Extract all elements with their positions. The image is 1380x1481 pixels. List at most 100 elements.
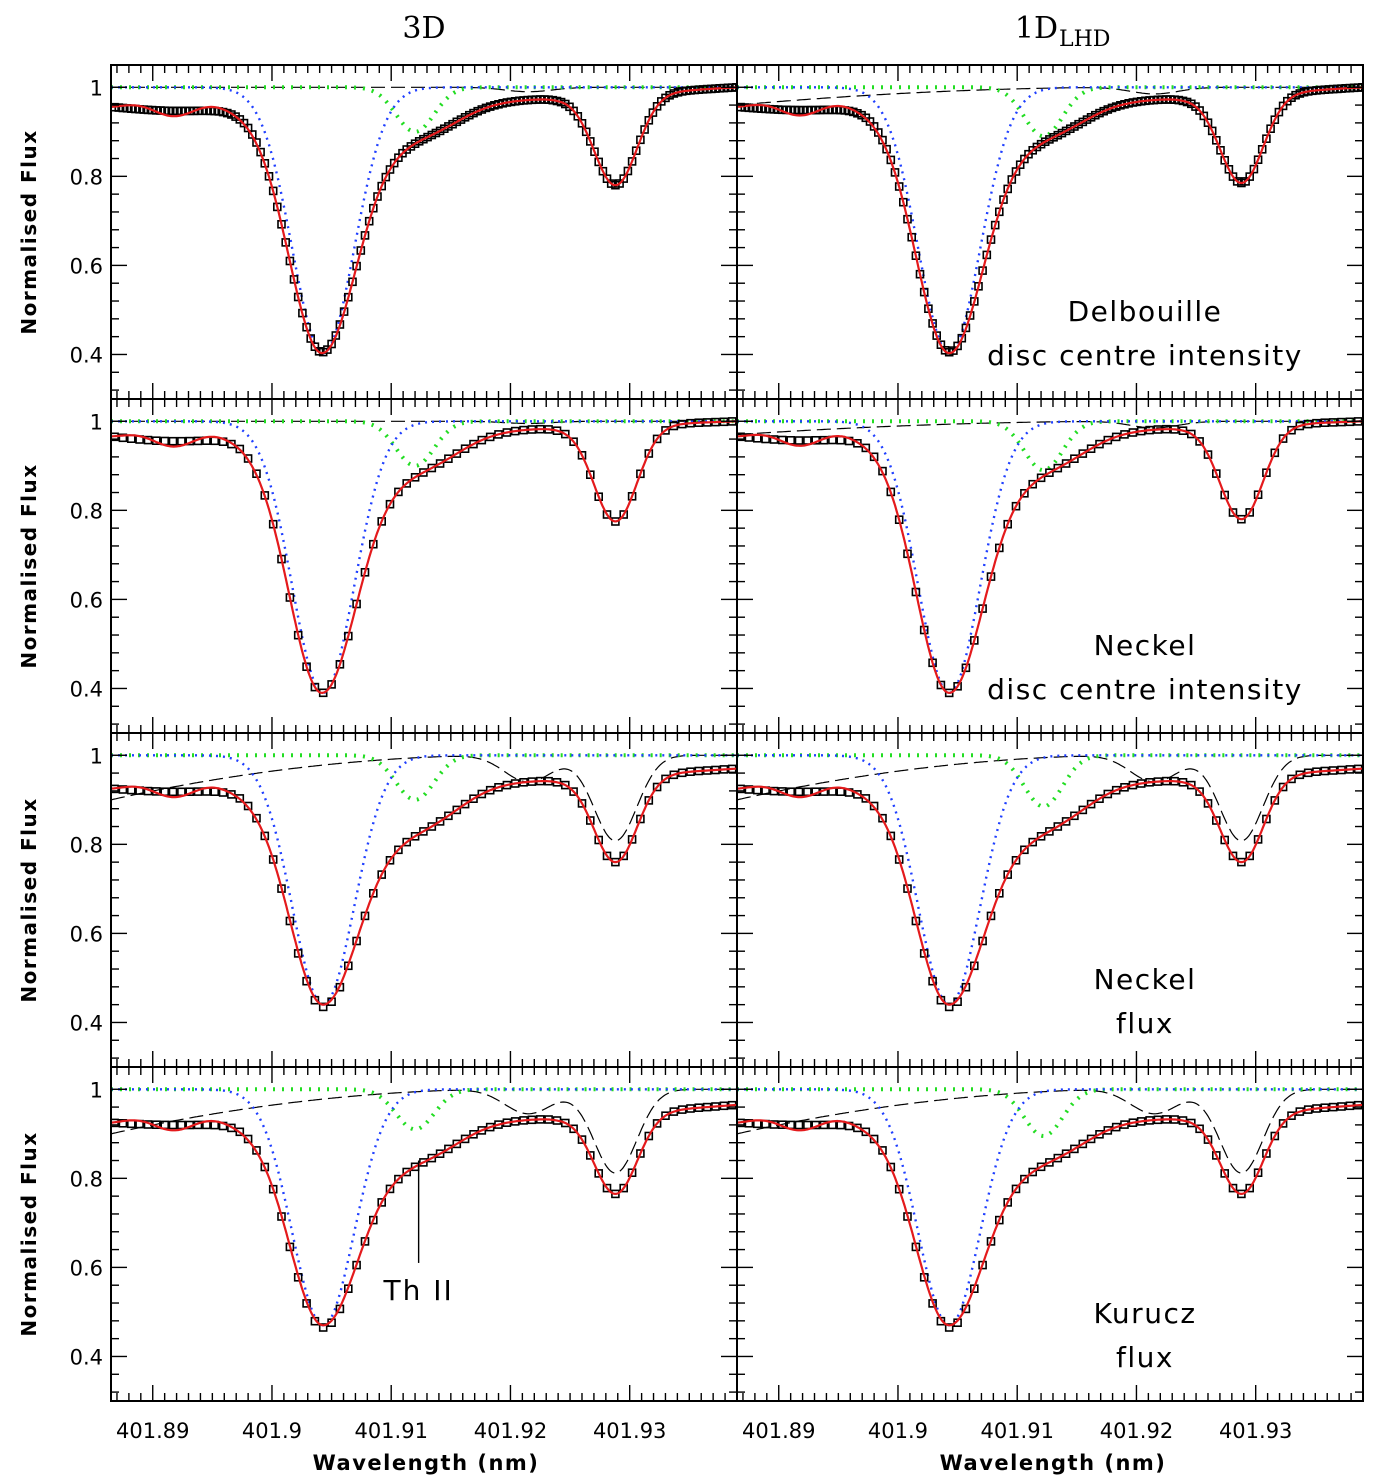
observed-point bbox=[118, 1119, 128, 1128]
observed-point bbox=[168, 436, 178, 446]
observed-point bbox=[427, 1153, 437, 1163]
observed-point bbox=[1003, 519, 1013, 529]
observed-point bbox=[619, 1183, 629, 1193]
observed-point bbox=[1203, 1135, 1213, 1144]
plot-area bbox=[737, 753, 1363, 1012]
observed-point bbox=[1212, 136, 1221, 145]
observed-point bbox=[1262, 1149, 1271, 1158]
y-axis-title: Normalised Flux bbox=[17, 797, 41, 1002]
series-dashed-black bbox=[737, 754, 1363, 842]
y-tick-label: 1 bbox=[90, 1078, 103, 1102]
observed-point bbox=[260, 1162, 270, 1172]
observed-point bbox=[953, 681, 962, 691]
observed-point bbox=[661, 1111, 670, 1120]
series-dashed-black bbox=[737, 1088, 1363, 1174]
observed-point bbox=[252, 1146, 261, 1155]
series-dotted-blue bbox=[111, 420, 737, 695]
observed-point bbox=[1203, 118, 1213, 127]
observed-point bbox=[1061, 459, 1071, 468]
observed-point bbox=[306, 334, 316, 343]
column-title-1d: 1D bbox=[1015, 11, 1058, 46]
observed-point bbox=[1287, 774, 1296, 784]
series-total-red bbox=[737, 420, 1363, 695]
panel-frame bbox=[736, 732, 1364, 1068]
panel-label-source: Delbouille bbox=[1068, 295, 1223, 328]
observed-point bbox=[1036, 1162, 1046, 1172]
panel-r3-c0: 0.4 0.6 0.8 1 401.89 401.9 401.91 401.92 401.93 T… bbox=[70, 1066, 738, 1443]
y-tick-label: 0.8 bbox=[70, 165, 103, 189]
observed-point bbox=[1103, 789, 1113, 799]
observed-point bbox=[1212, 816, 1221, 825]
observed-point bbox=[394, 1174, 403, 1184]
observed-point bbox=[327, 339, 336, 349]
observed-point bbox=[1212, 1151, 1221, 1160]
observed-point bbox=[1228, 508, 1238, 517]
series-total-red bbox=[737, 1103, 1363, 1327]
observed-point bbox=[477, 435, 487, 445]
series-total-red bbox=[111, 767, 737, 1006]
observed-point bbox=[1287, 425, 1296, 435]
observed-point bbox=[177, 1120, 186, 1130]
observed-point bbox=[623, 166, 633, 176]
observed-point bbox=[1028, 1167, 1037, 1177]
observed-point bbox=[636, 1149, 645, 1158]
series-dashed-black bbox=[737, 86, 1363, 106]
observed-point bbox=[1070, 811, 1079, 821]
observed-point bbox=[661, 426, 670, 435]
series-dotted-blue bbox=[737, 420, 1363, 695]
observed-point bbox=[744, 785, 754, 794]
x-tick-label: 401.93 bbox=[593, 1419, 666, 1443]
observed-point bbox=[1020, 488, 1029, 498]
column-titles: 3D 1D LHD bbox=[402, 11, 1110, 52]
observed-point bbox=[994, 1215, 1004, 1225]
observed-point bbox=[444, 454, 453, 464]
observed-point bbox=[1212, 469, 1221, 478]
observed-point bbox=[1003, 870, 1013, 879]
observed-point bbox=[1187, 780, 1196, 790]
observed-point bbox=[794, 1120, 804, 1130]
observed-point bbox=[1253, 835, 1263, 844]
observed-point bbox=[961, 663, 971, 673]
observed-point bbox=[594, 492, 604, 502]
observed-point bbox=[569, 787, 578, 796]
observed-point bbox=[627, 835, 637, 844]
observed-point bbox=[469, 794, 478, 804]
observed-point bbox=[1266, 124, 1275, 133]
observed-point bbox=[1245, 1183, 1254, 1193]
observed-point bbox=[1270, 1131, 1280, 1141]
series-dotted-blue bbox=[737, 754, 1363, 1006]
observed-point bbox=[477, 789, 487, 799]
ticks bbox=[737, 733, 1364, 1067]
y-tick-label: 0.6 bbox=[70, 1256, 103, 1280]
observed-point bbox=[1061, 1149, 1071, 1158]
series-dashed-black bbox=[737, 420, 1363, 436]
observed-point bbox=[602, 1183, 612, 1193]
observed-point bbox=[1228, 851, 1238, 861]
observed-point bbox=[1195, 437, 1204, 446]
series-dotted-green bbox=[737, 753, 1363, 809]
ticks bbox=[111, 65, 738, 399]
y-axis-title: Normalised Flux bbox=[17, 1131, 41, 1336]
observed-point bbox=[243, 1134, 253, 1144]
observed-point bbox=[1036, 473, 1046, 483]
observed-point bbox=[1287, 1111, 1296, 1120]
observed-point bbox=[652, 782, 662, 792]
observed-point bbox=[469, 1130, 478, 1139]
observed-point bbox=[999, 195, 1008, 204]
series-observed bbox=[737, 417, 1363, 698]
observed-point bbox=[1061, 817, 1071, 826]
observed-point bbox=[460, 444, 470, 454]
observed-point bbox=[1262, 814, 1271, 824]
column-title-1d-subscript: LHD bbox=[1059, 27, 1110, 52]
observed-point bbox=[560, 429, 570, 439]
panel-frame bbox=[110, 732, 738, 1068]
observed-point bbox=[652, 434, 662, 444]
series-dotted-green bbox=[111, 1087, 737, 1132]
observed-point bbox=[627, 1168, 637, 1177]
observed-point bbox=[460, 1134, 470, 1144]
series-observed bbox=[737, 764, 1363, 1012]
observed-point bbox=[318, 1002, 328, 1012]
ticks bbox=[737, 1067, 1364, 1401]
series-dotted-green bbox=[111, 85, 737, 134]
panel-frame bbox=[736, 1066, 1364, 1402]
